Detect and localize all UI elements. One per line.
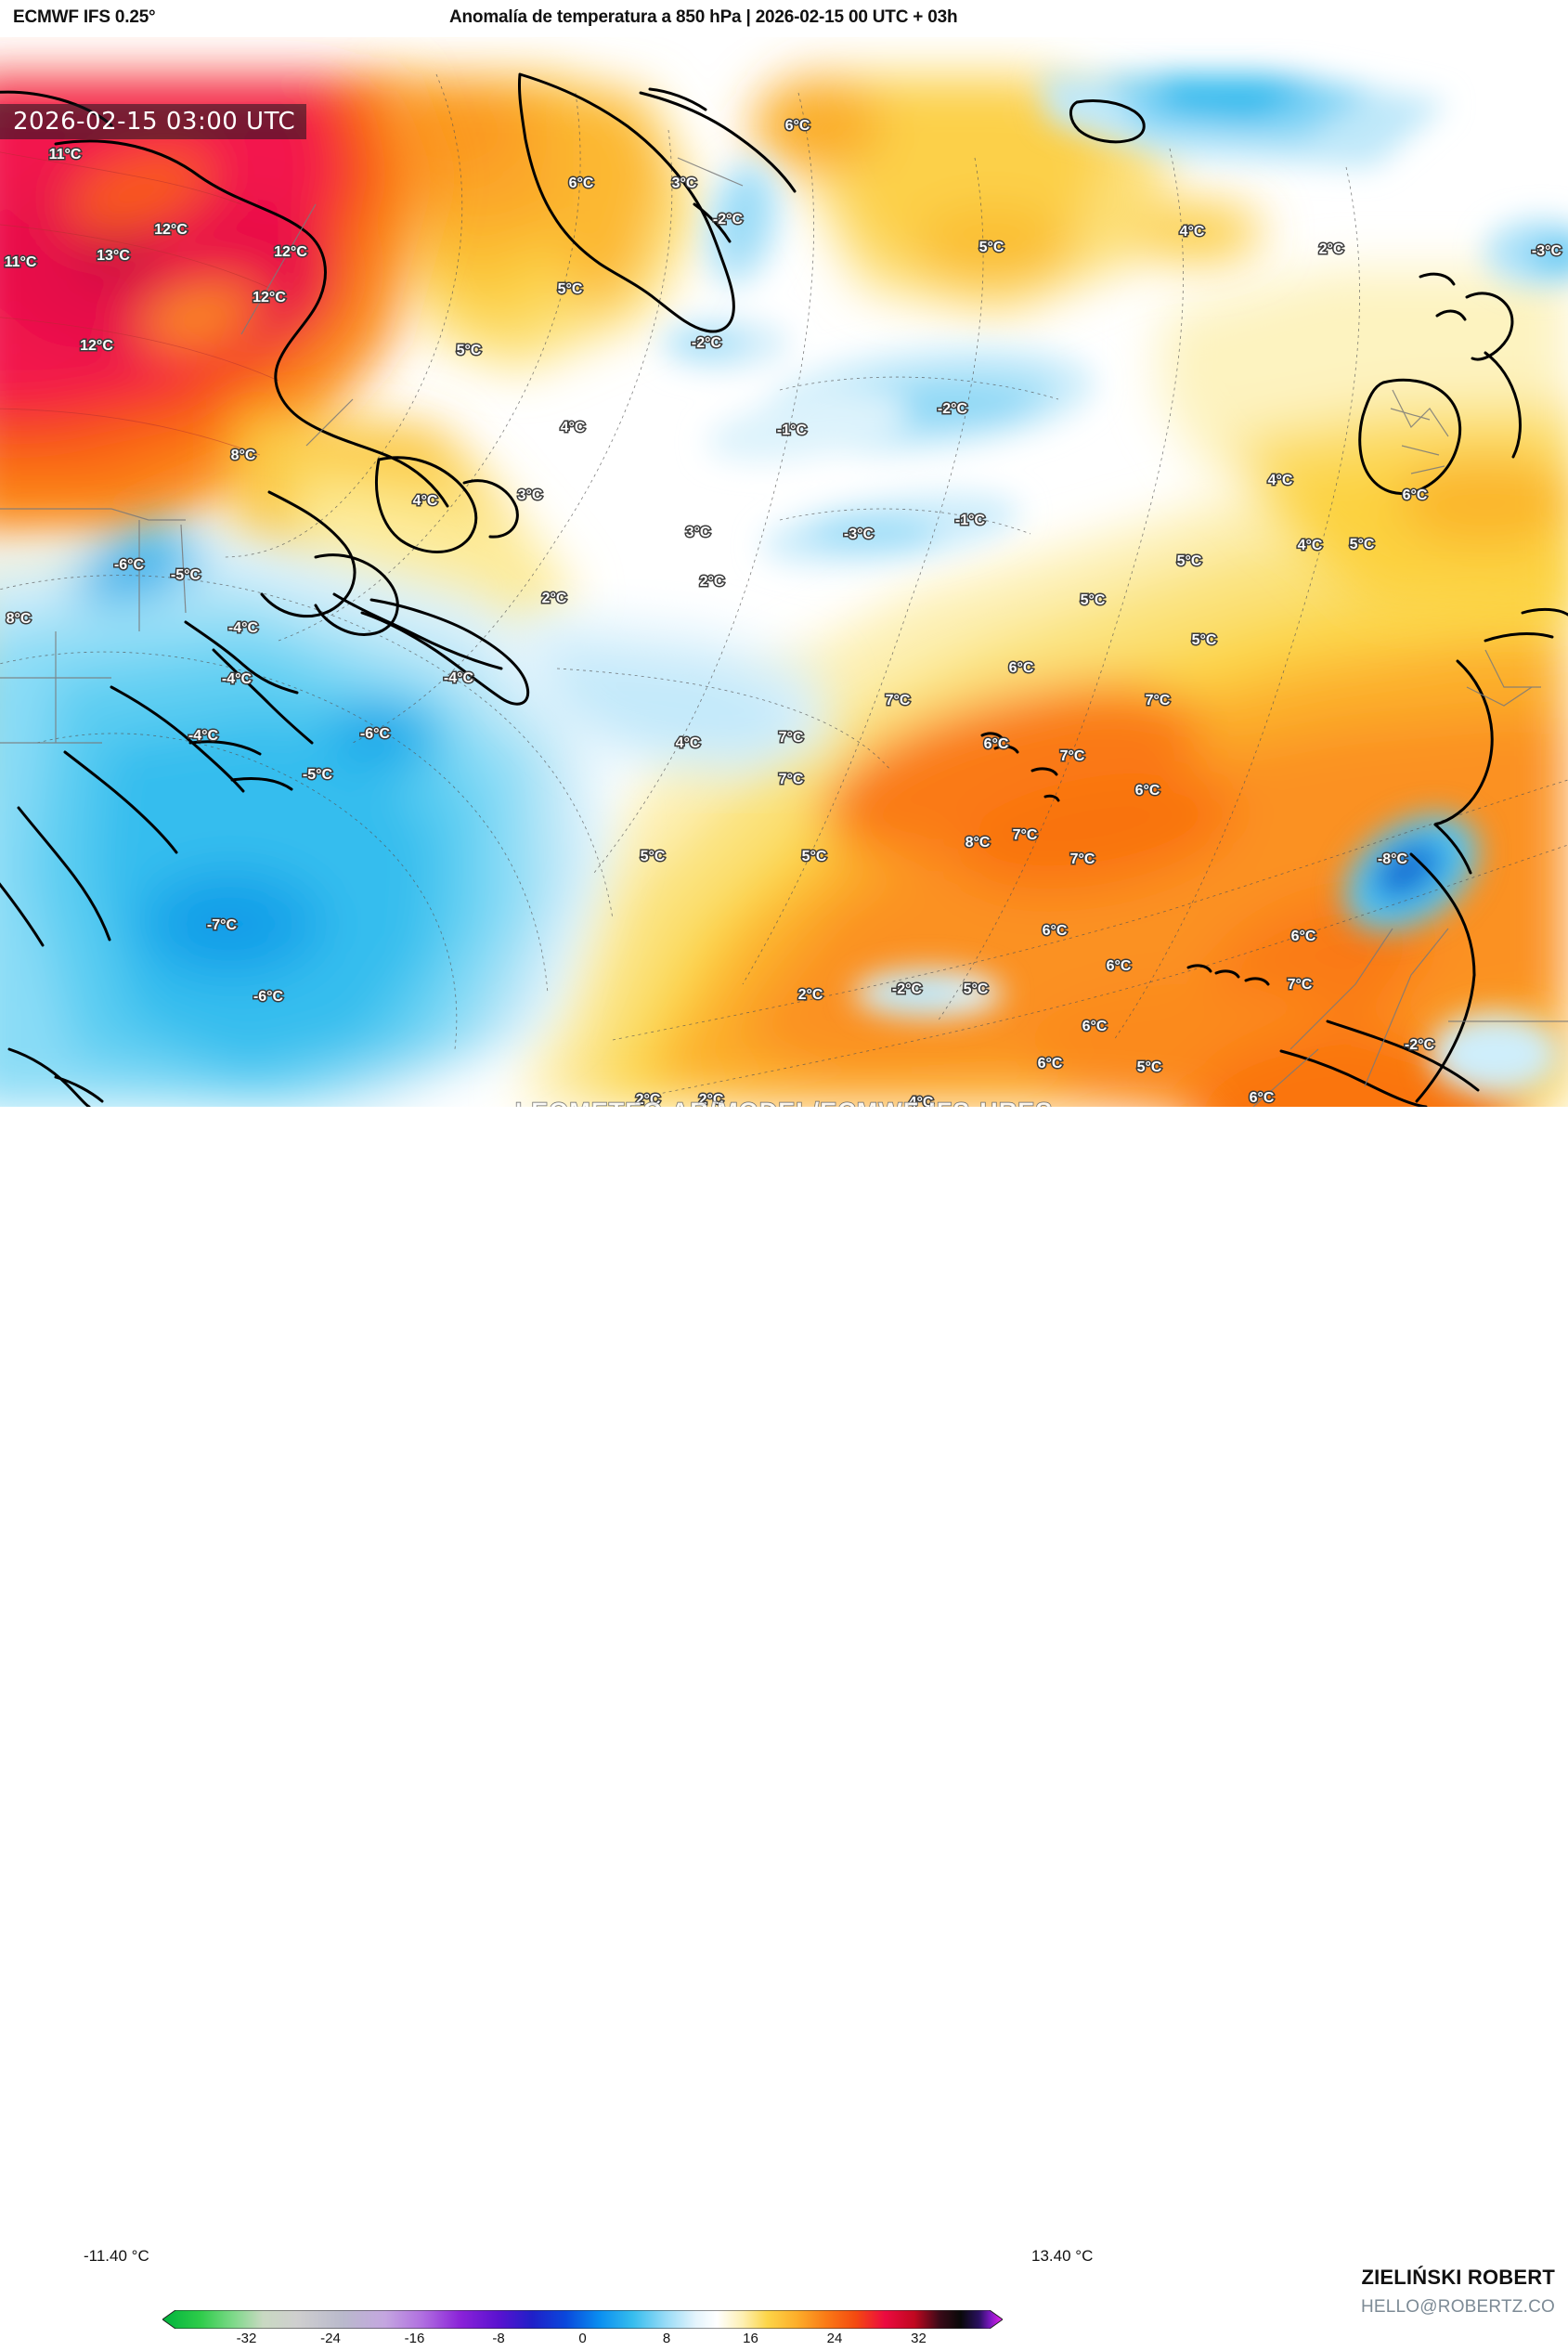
colorbar-min-label: -11.40 °C [84,2247,149,2265]
colorbar-tick: 8 [662,2331,671,2346]
colorbar-tick: 24 [826,2331,843,2346]
timestamp-ribbon: 2026-02-15 03:00 UTC [0,104,306,139]
temperature-anomaly-field [0,37,1568,1107]
page-title: Anomalía de temperatura a 850 hPa | 2026… [449,7,958,27]
colorbar-tick-labels: -32 -24 -16 -8 0 8 16 24 32 [162,2331,1003,2351]
colorbar-gradient [162,2310,1003,2329]
colorbar-panel: -11.40 °C 13.40 °C [0,1107,1568,2346]
author-email: HELLO@ROBERTZ.CO [1360,2297,1555,2317]
colorbar-tick: -32 [236,2331,257,2346]
colorbar-tick: -8 [492,2331,505,2346]
colorbar-tick: -24 [320,2331,341,2346]
colorbar-tick: 0 [578,2331,587,2346]
colorbar-tick: 16 [743,2331,758,2346]
map-canvas[interactable]: 11°C 11°C 13°C 12°C 12°C 12°C 12°C 8°C 4°C 5°C 5°C… [0,37,1568,1107]
page-header: ECMWF IFS 0.25° Anomalía de temperatura … [0,0,1568,37]
colorbar-tick: 32 [911,2331,927,2346]
model-label: ECMWF IFS 0.25° [13,7,156,27]
timestamp-text: 2026-02-15 03:00 UTC [13,108,296,136]
colorbar-tick: -16 [404,2331,425,2346]
colorbar-max-label: 13.40 °C [1031,2247,1094,2265]
author-credit: ZIELIŃSKI ROBERT [1361,2266,1555,2289]
watermark-text: LEOMETEO.AR/MODEL/ECMWF-IFS-HRES [0,1097,1568,1107]
